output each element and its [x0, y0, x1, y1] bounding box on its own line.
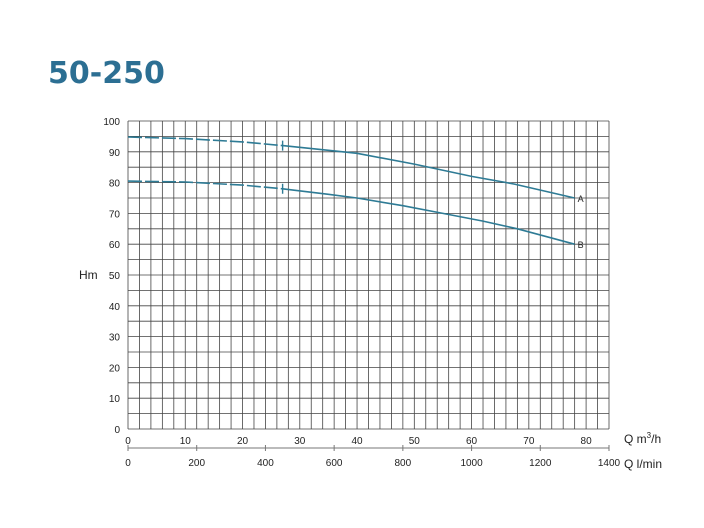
chart-title: 50-250: [48, 56, 165, 91]
curve-B: [282, 188, 575, 245]
y-tick-label: 100: [103, 117, 120, 128]
y-tick-label: 80: [109, 179, 121, 190]
y-tick-label: 0: [114, 425, 120, 436]
y-tick-label: 60: [109, 240, 121, 251]
x-tick-label: 0: [125, 436, 131, 447]
x2-tick-label: 600: [326, 458, 343, 469]
y-tick-label: 30: [109, 333, 121, 344]
x2-tick-label: 1000: [460, 458, 483, 469]
x-tick-label: 30: [294, 436, 306, 447]
grid: [127, 120, 610, 430]
curve-A: [282, 144, 575, 199]
x2-axis-label: Q l/min: [624, 457, 662, 471]
x2-tick-label: 400: [257, 458, 274, 469]
x-tick-label: 20: [237, 436, 249, 447]
x-tick-label: 40: [351, 436, 363, 447]
x-axis-label: Q m3/h: [624, 431, 661, 446]
x-tick-label: 50: [409, 436, 421, 447]
x-tick-label: 10: [180, 436, 192, 447]
y-tick-label: 20: [109, 363, 121, 374]
x2-tick-label: 200: [188, 458, 205, 469]
curve-label-B: B: [578, 240, 584, 250]
y-tick-label: 40: [109, 302, 121, 313]
x2-tick-label: 800: [395, 458, 412, 469]
y-tick-label: 90: [109, 148, 121, 159]
x2-tick-label: 1400: [598, 458, 621, 469]
curve-B-dashed: [127, 180, 283, 190]
curve-A-dashed: [127, 136, 283, 147]
x-tick-label: 80: [581, 436, 593, 447]
curves: AB: [127, 136, 584, 250]
x-tick-label: 60: [466, 436, 478, 447]
x2-tick-label: 0: [125, 458, 131, 469]
y-tick-label: 50: [109, 271, 121, 282]
y-tick-label: 10: [109, 394, 121, 405]
x-tick-label: 70: [523, 436, 535, 447]
y-axis-label: Hm: [79, 268, 98, 282]
x2-tick-label: 1200: [529, 458, 552, 469]
y-tick-label: 70: [109, 209, 121, 220]
curve-label-A: A: [578, 194, 584, 204]
